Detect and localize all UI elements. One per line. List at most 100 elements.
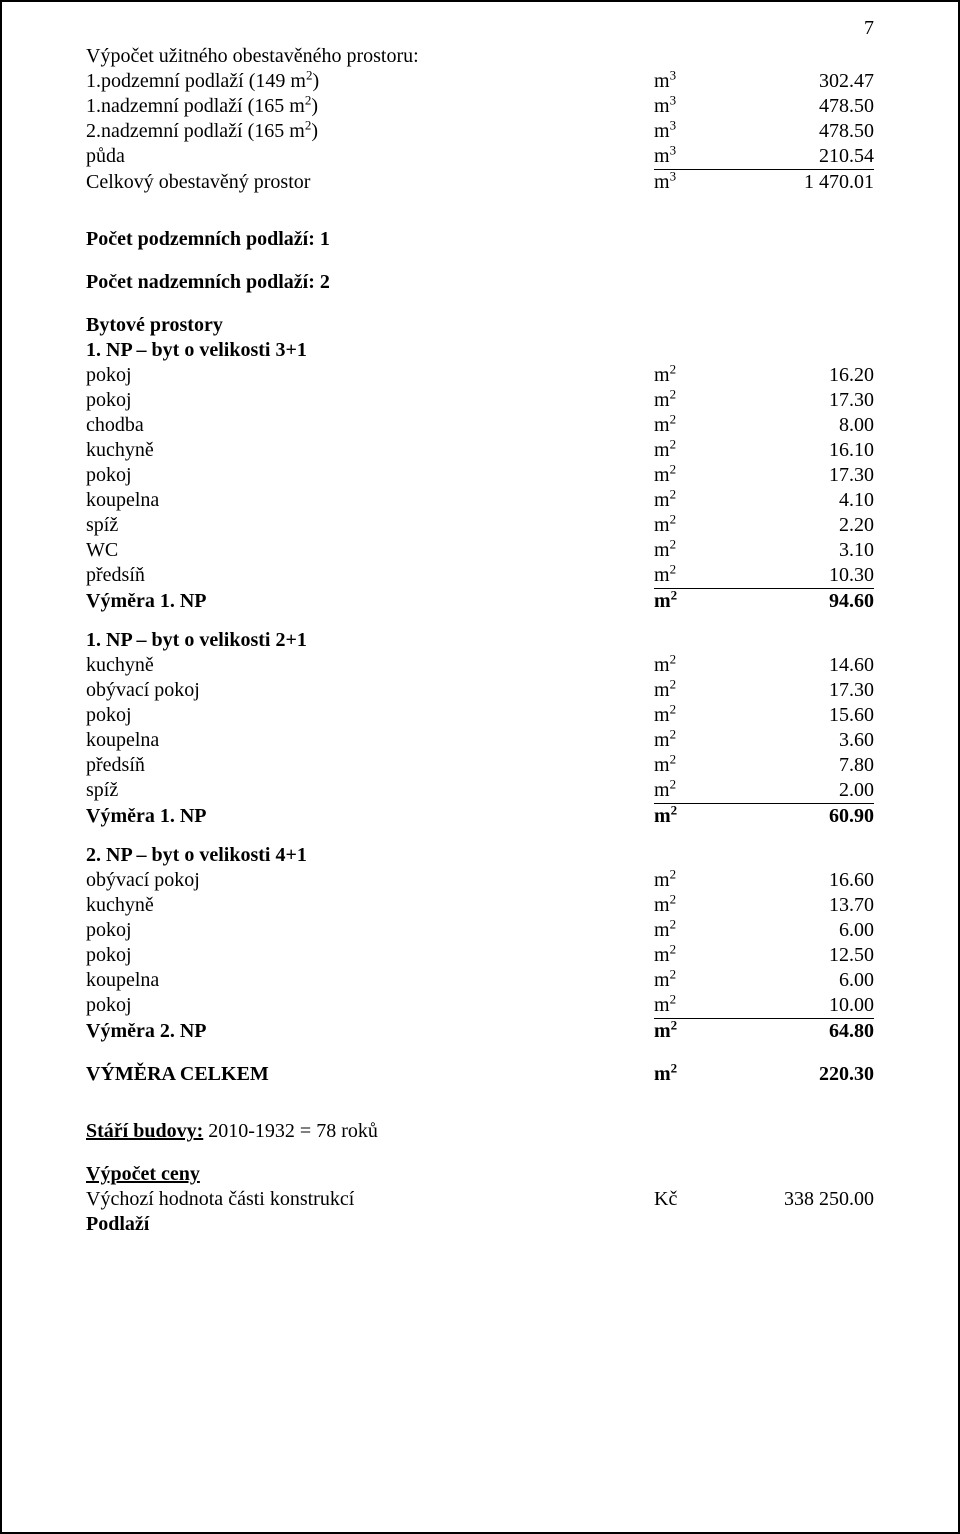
age-label: Stáří budovy: <box>86 1120 203 1142</box>
row-unit: m2 <box>654 968 744 993</box>
row-label: pokoj <box>86 388 654 413</box>
row-unit: m2 <box>654 538 744 563</box>
row: kuchyněm214.60 <box>86 653 874 678</box>
row-unit: m2 <box>654 463 744 488</box>
row: předsíňm27.80 <box>86 753 874 778</box>
sub3-total-row: Výměra 2. NP m2 64.80 <box>86 1018 874 1044</box>
row-unit: m2 <box>654 918 744 943</box>
row-label: Celkový obestavěný prostor <box>86 170 654 195</box>
sub3-rows: obývací pokojm216.60kuchyněm213.70pokojm… <box>86 868 874 1018</box>
row-value: 14.60 <box>744 653 874 678</box>
row-label: chodba <box>86 413 654 438</box>
row-value: 6.00 <box>744 968 874 993</box>
section-volume-title: Výpočet užitného obestavěného prostoru: <box>86 44 874 69</box>
row-value: 2.20 <box>744 513 874 538</box>
row-value: 1 470.01 <box>744 169 874 195</box>
row: pokojm212.50 <box>86 943 874 968</box>
row-unit: m2 <box>654 943 744 968</box>
sub2-rows: kuchyněm214.60obývací pokojm217.30pokojm… <box>86 653 874 803</box>
row-label: kuchyně <box>86 893 654 918</box>
row: 1.nadzemní podlaží (165 m2)m3478.50 <box>86 94 874 119</box>
row: pokojm215.60 <box>86 703 874 728</box>
row-value: 478.50 <box>744 119 874 144</box>
row-value: 4.10 <box>744 488 874 513</box>
row: 2.nadzemní podlaží (165 m2)m3478.50 <box>86 119 874 144</box>
row-label: obývací pokoj <box>86 678 654 703</box>
row-value: 60.90 <box>744 803 874 829</box>
row: 1.podzemní podlaží (149 m2)m3302.47 <box>86 69 874 94</box>
row-unit: m2 <box>654 488 744 513</box>
row-unit: m2 <box>654 588 744 614</box>
row-unit: m2 <box>654 678 744 703</box>
row-unit: m2 <box>654 993 744 1018</box>
volume-total-row: Celkový obestavěný prostor m3 1 470.01 <box>86 169 874 195</box>
row: pokojm26.00 <box>86 918 874 943</box>
row-unit: m3 <box>654 144 744 169</box>
section-rooms-title: Bytové prostory <box>86 313 874 338</box>
row-unit: m2 <box>654 753 744 778</box>
age-value: 2010-1932 = 78 roků <box>208 1120 378 1142</box>
row-unit: m2 <box>654 778 744 803</box>
count-above: Počet nadzemních podlaží: 2 <box>86 270 874 295</box>
row-value: 210.54 <box>744 144 874 169</box>
row-label: obývací pokoj <box>86 868 654 893</box>
row-label: předsíň <box>86 563 654 588</box>
sub1-total-row: Výměra 1. NP m2 94.60 <box>86 588 874 614</box>
row-label: pokoj <box>86 918 654 943</box>
sub3-title: 2. NP – byt o velikosti 4+1 <box>86 843 874 868</box>
row-unit: m2 <box>654 363 744 388</box>
sub1-title: 1. NP – byt o velikosti 3+1 <box>86 338 874 363</box>
row-unit: m2 <box>654 1062 744 1087</box>
row-value: 17.30 <box>744 463 874 488</box>
row-value: 6.00 <box>744 918 874 943</box>
row-value: 10.30 <box>744 563 874 588</box>
row-label: předsíň <box>86 753 654 778</box>
row-unit: m3 <box>654 69 744 94</box>
row-value: 13.70 <box>744 893 874 918</box>
row-value: 302.47 <box>744 69 874 94</box>
row-unit: m2 <box>654 893 744 918</box>
row: spížm22.00 <box>86 778 874 803</box>
row-label: koupelna <box>86 488 654 513</box>
row-value: 17.30 <box>744 388 874 413</box>
row-label: Výchozí hodnota části konstrukcí <box>86 1187 654 1212</box>
row: koupelnam23.60 <box>86 728 874 753</box>
row: spížm22.20 <box>86 513 874 538</box>
podlazi-label: Podlaží <box>86 1212 874 1237</box>
row-unit: m3 <box>654 119 744 144</box>
page: 7 Výpočet užitného obestavěného prostoru… <box>0 0 960 1534</box>
row: předsíňm210.30 <box>86 563 874 588</box>
row-unit: m2 <box>654 388 744 413</box>
row-unit: Kč <box>654 1187 744 1212</box>
row-unit: m2 <box>654 728 744 753</box>
row-label: pokoj <box>86 943 654 968</box>
row-value: 15.60 <box>744 703 874 728</box>
grand-total-row: VÝMĚRA CELKEM m2 220.30 <box>86 1062 874 1087</box>
row: půdam3210.54 <box>86 144 874 169</box>
calc-title: Výpočet ceny <box>86 1162 874 1187</box>
row: WCm23.10 <box>86 538 874 563</box>
row-unit: m2 <box>654 803 744 829</box>
building-age: Stáří budovy: 2010-1932 = 78 roků <box>86 1119 874 1144</box>
row-label: WC <box>86 538 654 563</box>
row-unit: m3 <box>654 169 744 195</box>
row-label: koupelna <box>86 968 654 993</box>
row-value: 10.00 <box>744 993 874 1018</box>
base-value-row: Výchozí hodnota části konstrukcí Kč 338 … <box>86 1187 874 1212</box>
row-value: 64.80 <box>744 1018 874 1044</box>
row-value: 94.60 <box>744 588 874 614</box>
row-value: 338 250.00 <box>744 1187 874 1212</box>
row-value: 7.80 <box>744 753 874 778</box>
row-label: koupelna <box>86 728 654 753</box>
row: kuchyněm216.10 <box>86 438 874 463</box>
count-underground: Počet podzemních podlaží: 1 <box>86 227 874 252</box>
row-unit: m2 <box>654 413 744 438</box>
row-unit: m3 <box>654 94 744 119</box>
row-label: pokoj <box>86 993 654 1018</box>
row: pokojm217.30 <box>86 463 874 488</box>
volume-rows: 1.podzemní podlaží (149 m2)m3302.471.nad… <box>86 69 874 169</box>
row-value: 3.60 <box>744 728 874 753</box>
row-value: 220.30 <box>744 1062 874 1087</box>
row-label: 1.podzemní podlaží (149 m2) <box>86 69 654 94</box>
row-unit: m2 <box>654 513 744 538</box>
